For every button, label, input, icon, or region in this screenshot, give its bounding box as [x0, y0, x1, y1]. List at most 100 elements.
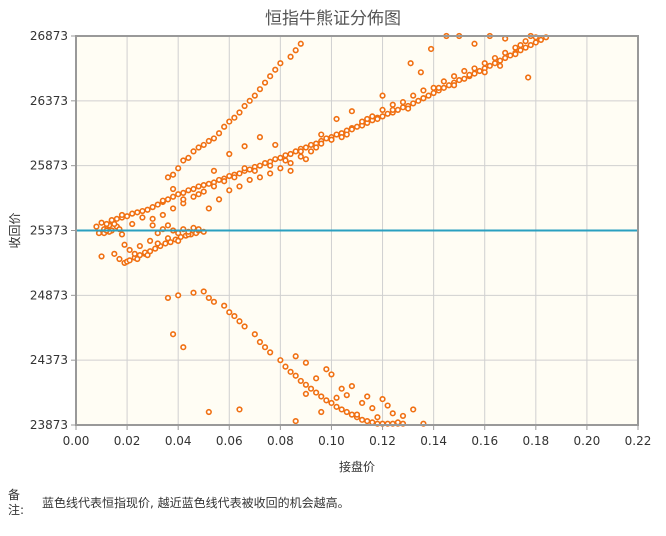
data-point — [152, 245, 159, 252]
data-point — [134, 255, 141, 263]
data-point — [267, 73, 274, 80]
data-point — [410, 406, 417, 413]
y-tick-label: 25873 — [30, 159, 68, 173]
data-point — [226, 150, 233, 158]
data-point — [297, 377, 304, 385]
data-point — [410, 92, 417, 99]
data-point — [144, 206, 151, 213]
data-point — [256, 86, 264, 93]
data-point — [374, 115, 381, 123]
data-point — [241, 102, 248, 110]
data-point — [481, 60, 488, 67]
data-point — [169, 331, 177, 338]
data-point — [261, 79, 269, 86]
data-point — [323, 397, 330, 404]
data-point — [98, 219, 105, 226]
data-point — [277, 357, 284, 364]
data-point — [471, 65, 478, 72]
data-point — [417, 69, 424, 76]
data-point — [318, 393, 325, 400]
data-point — [226, 187, 233, 194]
x-tick-label: 0.20 — [574, 434, 601, 448]
data-point — [236, 109, 243, 116]
data-point — [267, 170, 274, 177]
data-point — [246, 176, 253, 184]
data-point — [292, 148, 299, 155]
data-point — [154, 201, 161, 208]
data-point — [215, 130, 223, 137]
y-tick-label: 24873 — [30, 288, 68, 302]
data-point — [236, 318, 243, 325]
data-point — [215, 196, 223, 203]
data-point — [522, 44, 529, 51]
data-point — [139, 214, 146, 221]
data-point — [292, 372, 299, 379]
data-point — [169, 171, 177, 178]
data-point — [297, 40, 304, 47]
data-point — [169, 205, 177, 212]
data-point — [272, 156, 279, 163]
data-point — [496, 62, 504, 69]
data-point — [118, 231, 126, 238]
data-point — [450, 73, 458, 80]
data-point — [313, 144, 320, 151]
data-point — [456, 76, 463, 84]
data-point — [343, 131, 350, 138]
data-point — [353, 123, 361, 130]
data-point — [532, 39, 539, 46]
data-point — [164, 294, 172, 302]
data-point — [307, 141, 315, 149]
data-point — [277, 165, 284, 172]
data-point — [427, 45, 435, 53]
data-point — [159, 211, 166, 219]
data-point — [318, 131, 325, 138]
data-point — [302, 381, 310, 388]
data-point — [389, 106, 396, 114]
data-point — [302, 156, 310, 163]
data-point — [149, 215, 156, 222]
data-point — [389, 410, 396, 417]
data-point — [466, 71, 473, 78]
data-point — [272, 66, 279, 73]
data-point — [404, 105, 412, 112]
data-point — [210, 167, 218, 174]
data-point — [236, 183, 243, 190]
data-point — [205, 205, 212, 212]
data-point — [159, 197, 166, 204]
data-point — [146, 237, 154, 244]
data-point — [231, 174, 238, 181]
data-point — [307, 148, 315, 155]
note-label: 备注: — [8, 488, 25, 517]
data-point — [241, 165, 248, 172]
data-point — [323, 135, 330, 142]
data-point — [491, 54, 499, 62]
data-point — [221, 178, 228, 185]
data-point — [136, 242, 143, 250]
x-tick-label: 0.12 — [369, 434, 396, 448]
data-point — [131, 250, 138, 257]
data-point — [282, 157, 289, 164]
data-point — [420, 95, 427, 102]
x-axis-label: 接盘价 — [339, 459, 375, 474]
data-point — [175, 292, 182, 299]
data-point — [297, 153, 304, 160]
data-point — [282, 152, 289, 159]
data-point — [190, 148, 197, 155]
data-point — [190, 185, 197, 193]
data-point — [379, 113, 386, 120]
data-point — [287, 150, 294, 158]
data-point — [241, 143, 248, 150]
data-point — [113, 215, 120, 222]
data-point — [430, 84, 437, 91]
data-point — [118, 211, 126, 219]
data-point — [343, 408, 350, 416]
data-point — [210, 135, 218, 142]
data-point — [282, 363, 289, 370]
data-point — [471, 70, 478, 77]
data-point — [205, 408, 212, 416]
data-point — [461, 75, 468, 82]
data-point — [287, 368, 294, 375]
data-point — [425, 92, 432, 99]
data-point — [348, 411, 355, 418]
data-point — [333, 394, 340, 401]
